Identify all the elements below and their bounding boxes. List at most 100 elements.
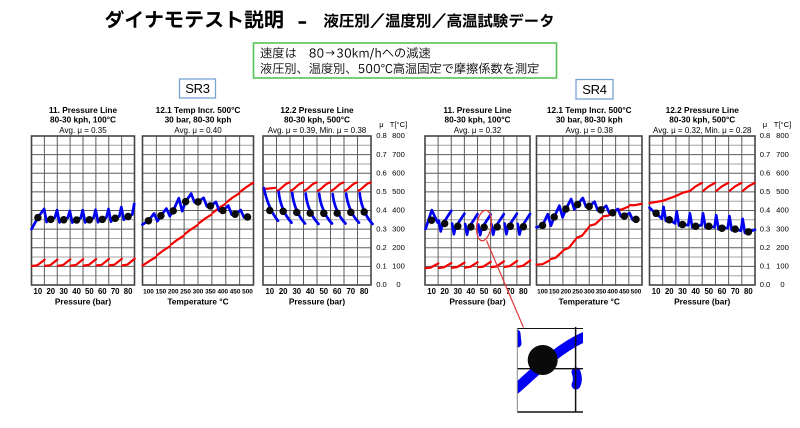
svg-text:30: 30 bbox=[292, 287, 301, 296]
svg-text:12.1 Temp Incr. 500°C: 12.1 Temp Incr. 500°C bbox=[547, 105, 632, 115]
svg-text:11. Pressure Line: 11. Pressure Line bbox=[443, 105, 512, 115]
svg-text:Avg. μ = 0.32: Avg. μ = 0.32 bbox=[454, 126, 502, 135]
svg-text:150: 150 bbox=[549, 289, 560, 296]
svg-text:0.8: 0.8 bbox=[760, 131, 771, 140]
svg-text:0.2: 0.2 bbox=[760, 243, 771, 252]
svg-text:50: 50 bbox=[480, 287, 489, 296]
svg-text:20: 20 bbox=[279, 287, 288, 296]
svg-text:400: 400 bbox=[392, 206, 405, 215]
svg-text:μ: μ bbox=[379, 120, 383, 129]
svg-text:20: 20 bbox=[440, 287, 449, 296]
svg-text:70: 70 bbox=[111, 287, 120, 296]
svg-text:80: 80 bbox=[744, 287, 753, 296]
svg-text:20: 20 bbox=[665, 287, 674, 296]
svg-text:500: 500 bbox=[631, 289, 642, 296]
svg-text:0.3: 0.3 bbox=[376, 224, 387, 233]
svg-text:250: 250 bbox=[572, 289, 583, 296]
svg-text:50: 50 bbox=[319, 287, 328, 296]
svg-text:Pressure (bar): Pressure (bar) bbox=[449, 297, 505, 307]
svg-text:70: 70 bbox=[506, 287, 515, 296]
svg-text:SR3: SR3 bbox=[185, 81, 209, 96]
svg-text:200: 200 bbox=[776, 243, 789, 252]
svg-text:40: 40 bbox=[467, 287, 476, 296]
svg-text:30 bar, 80-30 kph: 30 bar, 80-30 kph bbox=[556, 115, 623, 125]
svg-text:12.1 Temp Incr. 500°C: 12.1 Temp Incr. 500°C bbox=[156, 105, 241, 115]
svg-text:300: 300 bbox=[584, 289, 595, 296]
svg-text:100: 100 bbox=[143, 289, 154, 296]
svg-text:300: 300 bbox=[392, 224, 405, 233]
svg-text:800: 800 bbox=[776, 131, 789, 140]
svg-text:0.5: 0.5 bbox=[760, 187, 771, 196]
svg-text:0: 0 bbox=[780, 280, 784, 289]
svg-text:150: 150 bbox=[156, 289, 167, 296]
svg-text:Avg. μ = 0.32, Min. μ = 0.28: Avg. μ = 0.32, Min. μ = 0.28 bbox=[653, 126, 752, 135]
svg-text:0.6: 0.6 bbox=[376, 168, 387, 177]
svg-text:80-30 kph, 500°C: 80-30 kph, 500°C bbox=[284, 115, 350, 125]
svg-text:T[°C]: T[°C] bbox=[390, 120, 407, 129]
svg-text:60: 60 bbox=[98, 287, 107, 296]
svg-text:0: 0 bbox=[396, 280, 400, 289]
svg-text:100: 100 bbox=[776, 262, 789, 271]
svg-text:0.6: 0.6 bbox=[760, 168, 771, 177]
svg-text:10: 10 bbox=[265, 287, 274, 296]
svg-text:0.5: 0.5 bbox=[376, 187, 387, 196]
svg-text:80-30 kph, 100°C: 80-30 kph, 100°C bbox=[50, 115, 116, 125]
svg-text:0.0: 0.0 bbox=[376, 280, 387, 289]
svg-text:200: 200 bbox=[561, 289, 572, 296]
svg-text:0.1: 0.1 bbox=[376, 262, 387, 271]
svg-text:10: 10 bbox=[427, 287, 436, 296]
svg-text:20: 20 bbox=[46, 287, 55, 296]
svg-text:12.2 Pressure Line: 12.2 Pressure Line bbox=[280, 105, 354, 115]
svg-text:SR4: SR4 bbox=[582, 82, 606, 97]
svg-text:0.8: 0.8 bbox=[376, 131, 387, 140]
svg-text:60: 60 bbox=[333, 287, 342, 296]
svg-text:350: 350 bbox=[596, 289, 607, 296]
svg-text:Pressure (bar): Pressure (bar) bbox=[674, 297, 730, 307]
svg-text:Avg. μ = 0.35: Avg. μ = 0.35 bbox=[59, 126, 107, 135]
svg-text:250: 250 bbox=[180, 289, 191, 296]
svg-text:0.7: 0.7 bbox=[760, 150, 771, 159]
svg-text:70: 70 bbox=[346, 287, 355, 296]
svg-text:200: 200 bbox=[168, 289, 179, 296]
svg-text:0.4: 0.4 bbox=[376, 206, 387, 215]
svg-text:0.0: 0.0 bbox=[760, 280, 771, 289]
svg-text:Avg. μ = 0.39, Min. μ = 0.38: Avg. μ = 0.39, Min. μ = 0.38 bbox=[268, 126, 367, 135]
svg-text:30 bar, 80-30 kph: 30 bar, 80-30 kph bbox=[165, 115, 232, 125]
svg-text:500: 500 bbox=[392, 187, 405, 196]
svg-text:30: 30 bbox=[678, 287, 687, 296]
svg-text:40: 40 bbox=[72, 287, 81, 296]
svg-text:0.7: 0.7 bbox=[376, 150, 387, 159]
svg-text:50: 50 bbox=[85, 287, 94, 296]
svg-text:Pressure (bar): Pressure (bar) bbox=[55, 297, 111, 307]
svg-text:80: 80 bbox=[124, 287, 133, 296]
svg-text:200: 200 bbox=[392, 243, 405, 252]
svg-text:60: 60 bbox=[493, 287, 502, 296]
svg-text:400: 400 bbox=[217, 289, 228, 296]
svg-text:80: 80 bbox=[519, 287, 528, 296]
svg-text:0.4: 0.4 bbox=[760, 206, 771, 215]
svg-text:60: 60 bbox=[718, 287, 727, 296]
svg-text:350: 350 bbox=[205, 289, 216, 296]
svg-text:700: 700 bbox=[392, 150, 405, 159]
svg-text:80: 80 bbox=[360, 287, 369, 296]
svg-text:500: 500 bbox=[242, 289, 253, 296]
svg-text:12.2 Pressure Line: 12.2 Pressure Line bbox=[666, 105, 740, 115]
svg-text:300: 300 bbox=[193, 289, 204, 296]
svg-text:30: 30 bbox=[59, 287, 68, 296]
svg-text:100: 100 bbox=[392, 262, 405, 271]
svg-text:0.1: 0.1 bbox=[760, 262, 771, 271]
svg-text:11. Pressure Line: 11. Pressure Line bbox=[49, 105, 118, 115]
svg-text:450: 450 bbox=[619, 289, 630, 296]
svg-text:40: 40 bbox=[306, 287, 315, 296]
svg-text:500: 500 bbox=[776, 187, 789, 196]
svg-text:10: 10 bbox=[34, 287, 43, 296]
svg-text:Avg. μ = 0.38: Avg. μ = 0.38 bbox=[566, 126, 614, 135]
svg-text:100: 100 bbox=[537, 289, 548, 296]
svg-text:50: 50 bbox=[704, 287, 713, 296]
svg-text:0.2: 0.2 bbox=[376, 243, 387, 252]
svg-text:μ: μ bbox=[763, 120, 767, 129]
svg-text:Temperature °C: Temperature °C bbox=[559, 297, 620, 307]
svg-text:80-30 kph, 100°C: 80-30 kph, 100°C bbox=[444, 115, 510, 125]
svg-text:0.3: 0.3 bbox=[760, 224, 771, 233]
svg-text:40: 40 bbox=[691, 287, 700, 296]
